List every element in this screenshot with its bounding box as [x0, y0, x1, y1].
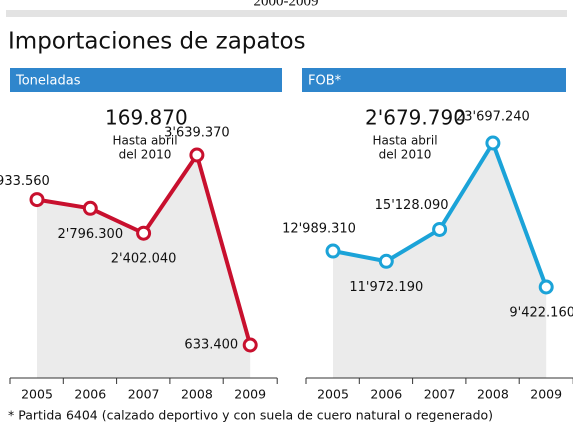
annotation-value: 169.870: [105, 106, 188, 130]
value-label: 633.400: [184, 338, 238, 353]
x-tick-label: 2008: [477, 387, 509, 402]
period: 2000-2009: [254, 0, 319, 9]
value-label: 23'697.240: [456, 110, 530, 125]
x-tick-label: 2005: [317, 387, 349, 402]
x-tick-label: 2007: [424, 387, 456, 402]
value-label: 15'128.090: [375, 198, 449, 213]
annotation-note: del 2010: [119, 148, 172, 162]
point: [189, 147, 205, 163]
value-label: 11'972.190: [349, 280, 423, 295]
footnote: * Partida 6404 (calzado deportivo y con …: [8, 408, 493, 423]
panel-title: Toneladas: [15, 74, 81, 89]
panel-header: [10, 68, 282, 92]
point: [136, 225, 152, 241]
value-label: 2'402.040: [111, 252, 177, 267]
title: Importaciones de zapatos: [8, 29, 306, 55]
value-label: 2'796.300: [57, 227, 123, 242]
point: [325, 243, 341, 259]
panel-title: FOB*: [308, 74, 342, 89]
area: [333, 143, 547, 378]
annotation-note: Hasta abril: [372, 134, 437, 148]
annotation-note: del 2010: [379, 148, 432, 162]
x-tick-label: 2007: [128, 387, 160, 402]
annotation-value: 2'679.790: [365, 106, 466, 130]
point: [82, 200, 98, 216]
point: [432, 221, 448, 237]
point: [538, 279, 554, 295]
value-label: 2'933.560: [0, 174, 50, 189]
x-tick-label: 2009: [530, 387, 562, 402]
top-bar: [6, 10, 567, 17]
x-tick-label: 2006: [370, 387, 402, 402]
value-label: 3'639.370: [164, 126, 230, 141]
panel-header: [302, 68, 566, 92]
x-tick-label: 2009: [234, 387, 266, 402]
x-tick-label: 2005: [21, 387, 53, 402]
value-label: 9'422.160: [509, 306, 573, 321]
point: [378, 253, 394, 269]
value-label: 12'989.310: [282, 222, 356, 237]
x-tick-label: 2006: [74, 387, 106, 402]
point: [485, 135, 501, 151]
point: [29, 192, 45, 208]
point: [242, 337, 258, 353]
annotation-note: Hasta abril: [112, 134, 177, 148]
x-tick-label: 2008: [181, 387, 213, 402]
